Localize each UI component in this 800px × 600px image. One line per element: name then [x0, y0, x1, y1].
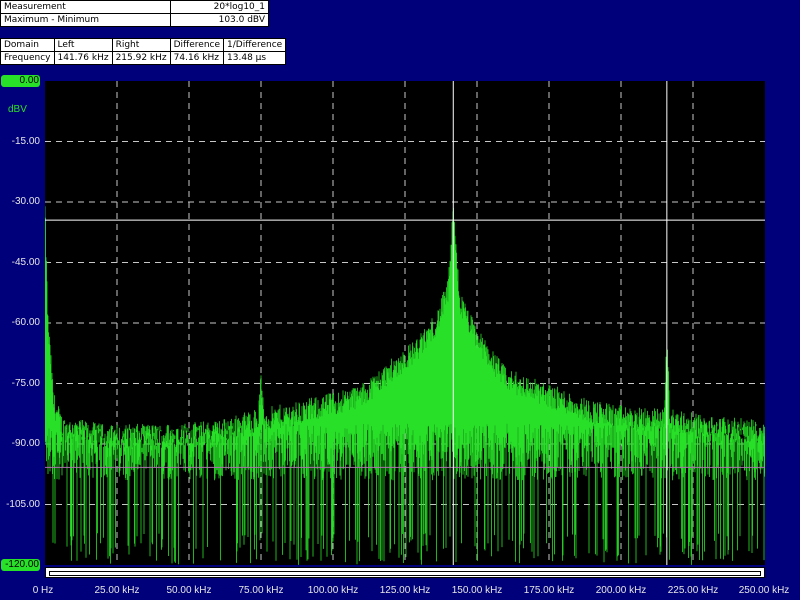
- measurement-row-label: Maximum - Minimum: [0, 13, 172, 27]
- y-tick-label: -30.00: [11, 196, 40, 207]
- x-tick-label: 25.00 kHz: [94, 585, 140, 596]
- x-tick-label: 125.00 kHz: [379, 585, 431, 596]
- cursor-header-difference: Difference: [169, 38, 225, 52]
- cursor-domain-value: Frequency: [0, 51, 55, 65]
- measurement-header-value: 20*log10_1: [170, 0, 269, 14]
- y-tick-label: -75.00: [11, 377, 40, 389]
- cursor-difference-value: 74.16 kHz: [169, 51, 225, 65]
- y-tick-label: -90.00: [11, 438, 40, 449]
- x-tick-label: 100.00 kHz: [307, 585, 359, 596]
- x-tick-label: 175.00 kHz: [523, 585, 575, 596]
- y-tick-label[interactable]: -120.00: [1, 559, 40, 571]
- measurement-header-label: Measurement: [0, 0, 172, 14]
- cursor-right-value: 215.92 kHz: [111, 51, 171, 65]
- cursor-left-value: 141.76 kHz: [53, 51, 113, 65]
- x-tick-label: 75.00 kHz: [238, 585, 284, 596]
- y-axis-unit: dBV: [8, 104, 27, 115]
- measurement-row-value: 103.0 dBV: [170, 13, 269, 27]
- y-tick-label: -45.00: [11, 256, 40, 268]
- spectrum-plot[interactable]: [45, 81, 765, 565]
- spectrum-trace: [45, 206, 765, 565]
- x-axis-scrollbar[interactable]: [45, 567, 765, 578]
- cursor-header-inverse-difference: 1/Difference: [223, 38, 287, 52]
- cursor-header-left: Left: [53, 38, 113, 52]
- scrollbar-track[interactable]: [49, 571, 761, 576]
- y-tick-label: -60.00: [11, 317, 40, 328]
- y-tick-label[interactable]: 0.00: [1, 75, 40, 87]
- spectrum-chart: [45, 81, 765, 565]
- cursor-inverse-difference-value: 13.48 µs: [223, 51, 287, 65]
- x-tick-label: 200.00 kHz: [595, 585, 647, 596]
- y-tick-label: -105.00: [6, 498, 40, 510]
- cursor-header-right: Right: [111, 38, 171, 52]
- x-tick-label: 250.00 kHz: [738, 585, 790, 596]
- cursor-readout-table: Domain Left Right Difference 1/Differenc…: [0, 38, 287, 65]
- measurement-table: Measurement 20*log10_1 Maximum - Minimum…: [0, 0, 269, 27]
- y-tick-label: -15.00: [11, 135, 40, 147]
- x-tick-label: 50.00 kHz: [166, 585, 212, 596]
- x-tick-label: 150.00 kHz: [451, 585, 503, 596]
- cursor-header-domain: Domain: [0, 38, 55, 52]
- x-tick-label: 0 Hz: [32, 585, 54, 596]
- x-tick-label: 225.00 kHz: [667, 585, 719, 596]
